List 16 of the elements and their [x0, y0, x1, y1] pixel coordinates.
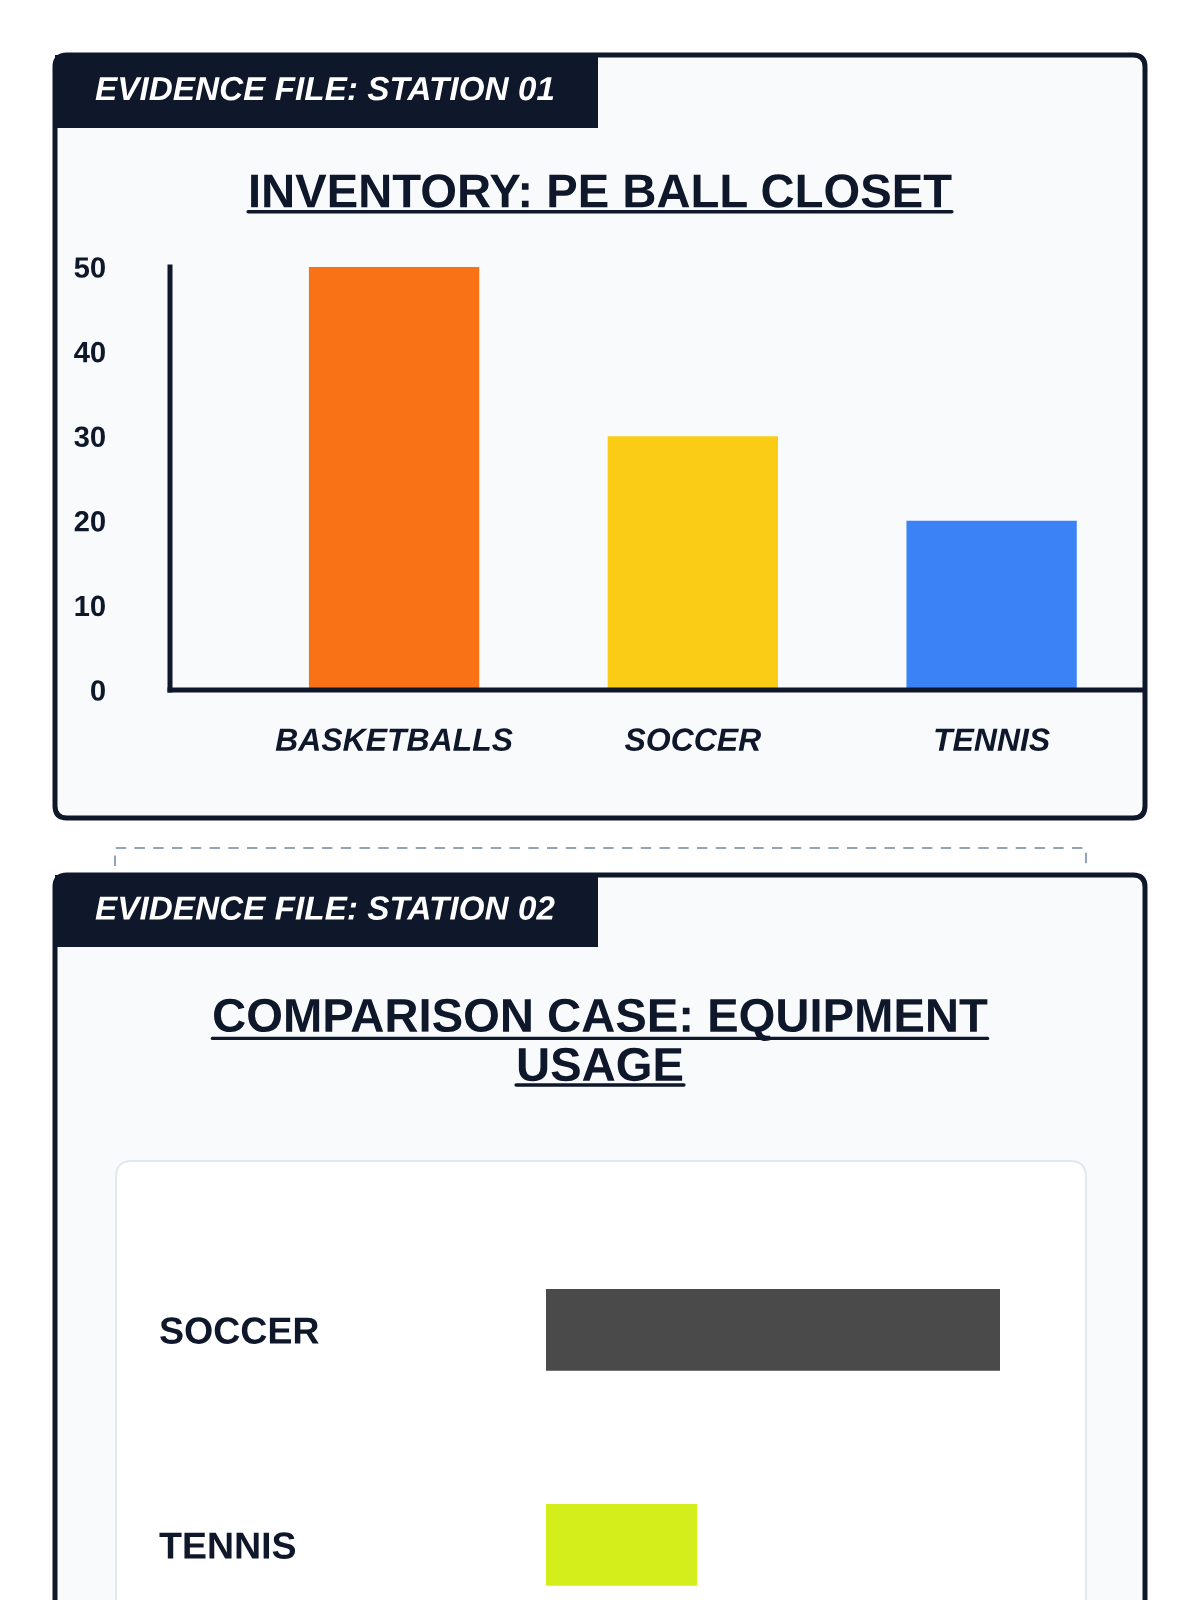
x-tick-label: BASKETBALLS [275, 728, 513, 751]
y-tick-label: 50 [74, 257, 105, 278]
y-tick-label: 0 [91, 680, 105, 701]
y-tick-label: 20 [74, 511, 105, 532]
bar [308, 267, 480, 690]
bar [607, 436, 778, 690]
y-tick-label: 40 [74, 341, 105, 363]
chart-title: INVENTORY: PE BALL CLOSET [251, 174, 952, 208]
x-tick-label: TENNIS [935, 728, 1050, 751]
chart-title: COMPARISON CASE: EQUIPMENT USAGE [214, 998, 988, 1082]
y-tick-label: 10 [75, 595, 105, 617]
text: EVIDENCE FILE: STATION 02 [95, 896, 555, 920]
bar [906, 520, 1077, 690]
y-tick-label: 30 [74, 426, 105, 448]
x-tick-label: SOCCER [624, 728, 761, 751]
text: EVIDENCE FILE: STATION 01 [95, 76, 554, 101]
